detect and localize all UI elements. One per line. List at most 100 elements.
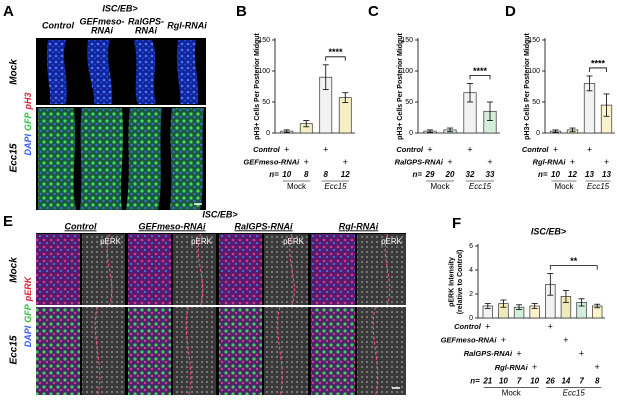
n-count: 13 — [602, 170, 611, 179]
n-label: n= — [269, 170, 279, 179]
perk-image — [173, 234, 216, 305]
merged-image — [219, 234, 262, 305]
genotype-mark: + — [579, 349, 584, 359]
n-count: 10 — [282, 170, 291, 179]
merged-image — [36, 234, 80, 305]
genotype-label: RalGPS-RNAi — [464, 349, 513, 358]
y-tick-label: 100 — [528, 68, 540, 75]
y-tick-label: 50 — [405, 99, 413, 106]
y-tick-label: 50 — [532, 99, 540, 106]
genotype-mark: + — [548, 321, 553, 331]
genotype-mark: + — [587, 144, 592, 154]
stain-label: DAPI — [23, 134, 33, 156]
gut-image — [46, 40, 67, 104]
gut-outline — [384, 233, 391, 306]
n-count: 12 — [568, 170, 577, 179]
panel-title: ISC/EB> — [102, 3, 138, 13]
genotype-mark: + — [447, 157, 452, 167]
channel-label: pERK — [283, 237, 305, 246]
genotype-label: Control — [454, 322, 482, 331]
n-count: 8 — [324, 170, 329, 179]
genotype-label: Control — [253, 145, 281, 154]
significance-bracket — [325, 56, 346, 61]
group-label: Ecc15 — [324, 182, 347, 191]
genotype-mark: + — [532, 362, 537, 372]
y-tick-label: 100 — [258, 68, 270, 75]
y-axis-label: pERK Intensity — [448, 257, 455, 307]
merged-image — [311, 307, 355, 395]
gut-image — [134, 40, 156, 104]
gut-image — [126, 108, 162, 210]
column-header: Rgl-RNAi — [339, 221, 379, 231]
y-axis-label: (relative to Control) — [457, 250, 464, 315]
column-header: GEFmeso-RNAi — [138, 221, 206, 231]
n-count: 32 — [466, 170, 475, 179]
genotype-label: Rgl-RNAi — [495, 363, 529, 372]
merged-image — [128, 234, 171, 305]
group-label: Ecc15 — [469, 182, 492, 191]
gut-image — [170, 108, 204, 210]
column-header: GEFmeso- — [79, 16, 124, 26]
y-tick-label: 150 — [528, 37, 540, 44]
merged-image — [311, 234, 355, 305]
group-label: Ecc15 — [563, 389, 586, 398]
panel-label: A — [3, 3, 14, 20]
n-count: 33 — [486, 170, 495, 179]
n-count: 29 — [425, 170, 435, 179]
n-count: 10 — [551, 170, 560, 179]
genotype-label: Control — [522, 145, 550, 154]
gut-outline — [106, 233, 113, 306]
column-header: RNAi — [135, 25, 157, 35]
channel-label: pERK — [381, 237, 403, 246]
gut-outline — [94, 306, 101, 396]
genotype-mark: + — [485, 321, 490, 331]
stain-label: GFP — [23, 112, 33, 131]
y-tick-label: 2 — [469, 291, 473, 298]
y-tick-label: 0 — [469, 315, 473, 322]
genotype-mark: + — [595, 362, 600, 372]
gut-outline — [372, 306, 379, 396]
genotype-mark: + — [427, 144, 432, 154]
n-count: 8 — [304, 170, 309, 179]
group-label: Mock — [430, 182, 450, 191]
panel-label: E — [3, 213, 13, 230]
y-tick-label: 50 — [262, 99, 270, 106]
genotype-mark: + — [516, 349, 521, 359]
panel-title: ISC/EB> — [202, 209, 238, 219]
group-label: Ecc15 — [587, 182, 610, 191]
n-label: n= — [470, 377, 480, 386]
n-count: 26 — [545, 377, 555, 386]
stain-label: pERK — [23, 275, 33, 302]
gut-image — [38, 108, 76, 210]
n-count: 7 — [517, 377, 522, 386]
genotype-mark: + — [553, 144, 558, 154]
n-count: 10 — [499, 377, 508, 386]
y-tick-label: 150 — [258, 37, 270, 44]
channel-label: pERK — [100, 237, 122, 246]
channel-label: pERK — [191, 237, 213, 246]
group-label: Mock — [554, 182, 574, 191]
row-label: Mock — [9, 59, 20, 85]
gut-image — [80, 108, 124, 210]
perk-image — [264, 307, 308, 395]
significance-bracket — [549, 265, 598, 270]
merged-image — [219, 307, 262, 395]
n-count: 13 — [585, 170, 594, 179]
n-count: 14 — [561, 377, 570, 386]
bar-chart: F ISC/EB> pERK Intensity (relative to Contr… — [441, 215, 605, 398]
significance-label: **** — [328, 47, 343, 57]
genotype-mark: + — [467, 144, 472, 154]
genotype-mark: + — [284, 144, 289, 154]
genotype-label: Control — [396, 145, 424, 154]
n-label: n= — [412, 170, 422, 179]
significance-label: ** — [570, 256, 578, 266]
n-count: 10 — [530, 377, 539, 386]
genotype-mark: + — [343, 157, 348, 167]
perk-image — [173, 307, 216, 395]
y-tick-label: 100 — [401, 68, 413, 75]
genotype-label: GEFmeso-RNAi — [441, 336, 498, 345]
row-label: Ecc15 — [9, 335, 20, 364]
row-label: Mock — [9, 257, 20, 283]
